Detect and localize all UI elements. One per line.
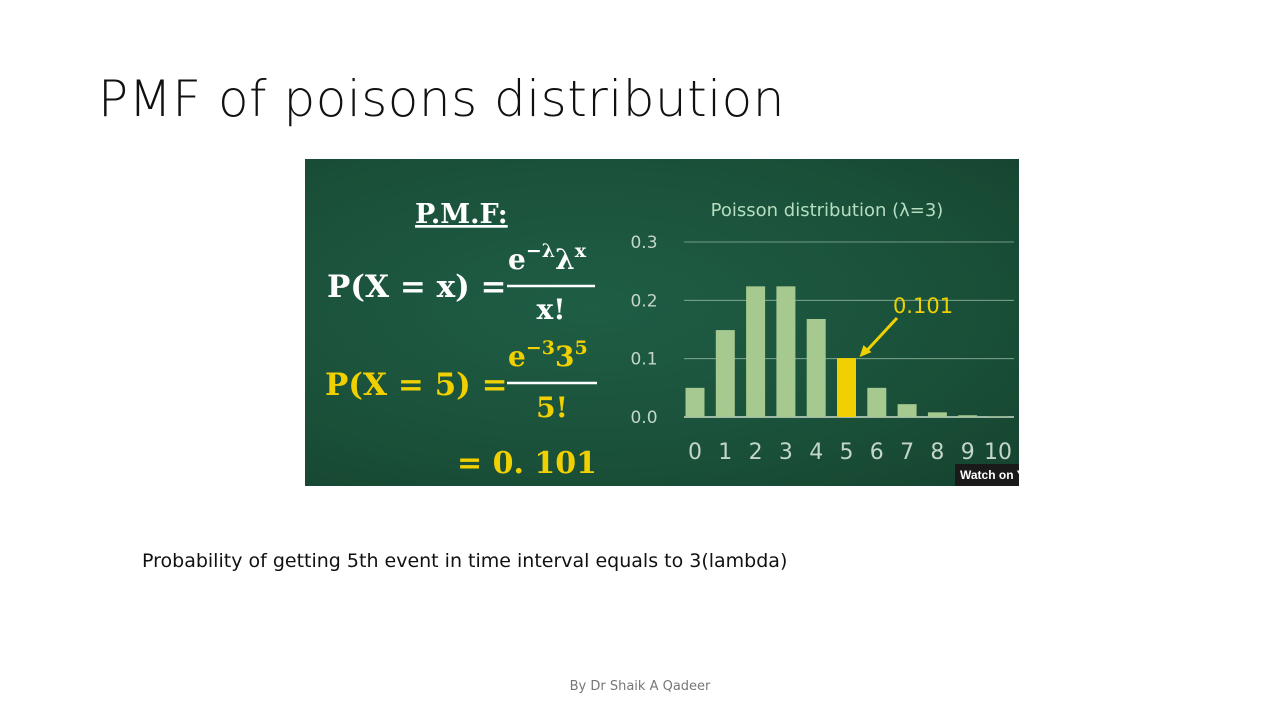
bar [867, 387, 887, 417]
y-tick-label: 0.1 [630, 350, 657, 370]
y-tick-label: 0.2 [630, 291, 657, 311]
bar [806, 319, 826, 417]
bar [988, 416, 1008, 417]
y-tick-label: 0.3 [630, 233, 657, 253]
x-tick-label: 10 [984, 440, 1012, 465]
x-tick-label: 0 [688, 440, 702, 465]
x-tick-label: 9 [961, 440, 975, 465]
bar [715, 330, 735, 417]
bar [897, 404, 917, 417]
chart-annotation: 0.101 [859, 294, 953, 358]
bar [927, 412, 947, 417]
annotation-arrow-shaft [862, 316, 899, 356]
general-formula-lhs: P(X = x) = [327, 269, 507, 305]
slide-title: PMF of poisons distribution [98, 70, 785, 128]
specific-numerator: e−335 [508, 337, 588, 373]
chart-x-ticks: 0 1 2 3 4 5 6 7 8 9 10 [688, 440, 1012, 465]
result-value: = 0. 101 [457, 446, 597, 481]
chart-title: Poisson distribution (λ=3) [711, 200, 944, 221]
embedded-video-frame[interactable]: P.M.F: P(X = x) = e−λλx x! P(X = 5) = e−… [305, 159, 1019, 486]
specific-denominator: 5! [536, 391, 568, 424]
x-tick-label: 2 [749, 440, 763, 465]
annotation-label: 0.101 [893, 294, 953, 318]
x-tick-label: 4 [809, 440, 823, 465]
x-tick-label: 5 [840, 440, 854, 465]
bar [685, 387, 705, 417]
slide-caption: Probability of getting 5th event in time… [142, 550, 788, 572]
pmf-heading: P.M.F: [415, 199, 508, 230]
x-tick-label: 1 [718, 440, 732, 465]
pmf-illustration: P.M.F: P(X = x) = e−λλx x! P(X = 5) = e−… [325, 199, 1014, 481]
chart-bars [685, 286, 1008, 417]
general-numerator: e−λλx [508, 240, 587, 276]
y-tick-label: 0.0 [630, 408, 657, 428]
general-denominator: x! [537, 293, 566, 326]
bar [746, 286, 766, 417]
x-tick-label: 6 [870, 440, 884, 465]
specific-formula-lhs: P(X = 5) = [325, 367, 508, 403]
x-tick-label: 7 [900, 440, 914, 465]
annotation-arrow-head [859, 345, 872, 358]
x-tick-label: 3 [779, 440, 793, 465]
bar [958, 415, 978, 417]
watch-on-youtube-button[interactable]: Watch on Y [955, 464, 1019, 486]
slide-footer: By Dr Shaik A Qadeer [569, 679, 711, 694]
chart-y-ticks: 0.0 0.1 0.2 0.3 [630, 233, 657, 428]
highlighted-bar [837, 358, 856, 417]
bar [776, 286, 796, 417]
x-tick-label: 8 [930, 440, 944, 465]
